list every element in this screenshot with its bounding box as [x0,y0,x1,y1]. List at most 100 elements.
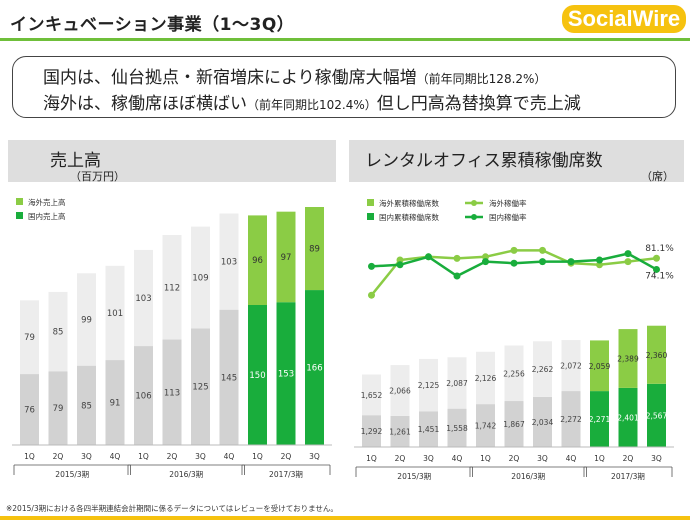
revenue-chart-title: 売上高 [50,151,101,171]
data-label-domestic: 145 [221,373,237,383]
rate-point [453,254,461,262]
bar-overseas [390,365,410,416]
data-label-domestic: 150 [249,371,265,381]
x-group-label: 2015/3期 [55,470,89,479]
bar-overseas [476,351,495,405]
data-label-overseas: 1,652 [361,391,383,400]
data-label-overseas: 85 [53,328,64,338]
bar-overseas [134,249,153,347]
x-tick-label: 1Q [138,452,149,461]
legend-line-marker [471,200,477,206]
x-tick-label: 4Q [452,454,463,463]
rate-end-label: 81.1% [645,244,674,254]
legend-line-marker [471,214,477,220]
x-group-label: 2016/3期 [511,472,545,481]
x-tick-label: 2Q [281,452,292,461]
x-group-label: 2016/3期 [169,470,203,479]
bar-overseas [305,207,324,291]
data-label-domestic: 1,451 [418,425,440,434]
data-label-domestic: 85 [81,401,92,411]
bar-overseas [219,213,239,310]
x-tick-label: 1Q [366,454,377,463]
data-label-overseas: 2,072 [560,362,582,371]
headline-line-1-note: （前年同期比128.2%） [416,72,547,86]
bar-domestic [162,339,182,445]
rate-point [624,258,632,266]
data-label-domestic: 79 [53,404,64,414]
x-tick-label: 2Q [623,454,634,463]
data-label-domestic: 1,292 [361,427,383,436]
data-label-domestic: 2,272 [560,415,582,424]
footer-divider [0,516,690,520]
data-label-domestic: 1,261 [389,427,411,436]
bar-overseas [561,340,581,392]
headline-box: 国内は、仙台拠点・新宿増床により稼働席大幅増（前年同期比128.2%） 海外は、… [12,56,676,118]
x-group-label: 2015/3期 [397,472,431,481]
data-label-overseas: 103 [135,294,151,304]
bar-domestic [134,346,153,445]
bar-overseas [276,211,296,303]
x-tick-label: 2Q [167,452,178,461]
bar-domestic [647,383,666,447]
data-label-overseas: 79 [24,333,35,343]
headline-line-2-note: （前年同期比102.4%） [247,98,377,112]
data-label-overseas: 97 [281,253,292,263]
revenue-panel-header: 売上高 （百万円） [8,140,336,183]
bar-overseas [590,340,609,392]
data-label-overseas: 2,389 [617,354,639,363]
rate-point [453,272,461,280]
rate-point [482,258,489,266]
bar-domestic [533,396,552,447]
rate-point [539,246,546,254]
headline-line-2-tail: 但し円高為替換算で売上減 [376,94,581,114]
rate-point [596,256,603,264]
data-label-overseas: 2,126 [475,374,497,383]
data-label-domestic: 76 [24,406,35,416]
rate-point [567,258,575,266]
data-label-overseas: 112 [164,283,180,293]
data-label-domestic: 2,034 [532,418,554,427]
rate-point [510,246,518,254]
seats-panel-header: レンタルオフィス累積稼働席数 （席） [349,140,684,183]
x-tick-label: 3Q [651,454,662,463]
data-label-overseas: 2,059 [589,362,611,371]
company-logo: SocialWire [562,5,686,33]
data-label-overseas: 109 [192,273,208,283]
bar-domestic [590,391,609,447]
bar-overseas [533,341,552,397]
legend-label: 国内売上高 [28,211,66,221]
revenue-chart-unit: （百万円） [70,170,125,183]
bar-overseas [248,215,267,305]
rate-point [482,253,489,261]
data-label-domestic: 91 [110,399,121,409]
data-label-overseas: 101 [107,309,123,319]
seats-chart-title: レンタルオフィス累積稼働席数 [365,151,603,171]
data-label-overseas: 2,262 [532,365,554,374]
headline-line-2-main: 海外は、稼働席ほぼ横ばい [43,94,247,114]
headline-line-2: 海外は、稼働席ほぼ横ばい（前年同期比102.4%）但し円高為替換算で売上減 [43,89,581,114]
footnote: ※2015/3期における各四半期連結会計期間に係るデータについてはレビューを受け… [6,504,338,513]
legend-swatch [16,198,23,205]
seats-chart-unit: （席） [641,170,674,183]
data-label-domestic: 106 [135,392,151,402]
rate-point [653,265,660,273]
rate-point [396,261,404,269]
data-label-overseas: 96 [252,256,263,266]
bar-overseas [618,329,638,388]
bar-overseas [162,235,182,340]
rate-point [624,250,632,258]
bar-domestic [276,302,296,445]
data-label-overseas: 2,256 [503,369,525,378]
bar-domestic [362,415,381,447]
x-group-label: 2017/3期 [269,470,303,479]
bar-domestic [476,404,495,447]
bar-domestic [618,387,638,447]
rate-point [653,254,660,262]
legend-label: 海外累積稼働席数 [379,198,439,208]
x-tick-label: 3Q [423,454,434,463]
rate-end-label: 74.1% [645,271,674,281]
data-label-domestic: 166 [306,364,322,374]
legend-label: 国内累積稼働席数 [379,212,439,222]
data-label-domestic: 1,742 [475,422,497,431]
bar-domestic [419,411,438,447]
